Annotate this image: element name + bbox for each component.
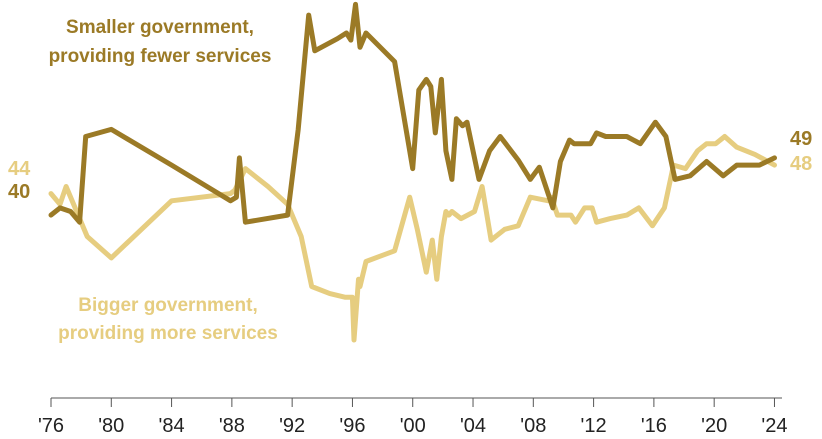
x-tick-label: '12 [581, 415, 607, 437]
series-line-bigger-government [48, 134, 777, 343]
series-label-bigger-line1: Bigger government, [78, 295, 257, 316]
start-value-bigger: 44 [8, 158, 31, 180]
x-tick-label: '96 [339, 415, 365, 437]
x-tick-label: '24 [761, 415, 787, 437]
x-tick-label: '04 [460, 415, 486, 437]
x-tick-label: '20 [701, 415, 727, 437]
x-tick-label: '76 [38, 415, 64, 437]
x-tick-label: '00 [400, 415, 426, 437]
start-value-smaller: 40 [8, 181, 30, 203]
series-label-smaller-line1: Smaller government, [66, 17, 254, 38]
series-lines [48, 1, 777, 343]
end-value-smaller: 49 [790, 128, 812, 150]
end-value-bigger: 48 [790, 153, 812, 175]
series-label-smaller-line2: providing fewer services [49, 46, 272, 67]
x-axis: '76 '80 '84 '88 '92 '96 '00 '04 '08 '12 '16 '20 '24 [38, 397, 788, 437]
series-line-smaller-government [48, 1, 777, 225]
x-tick-label: '88 [219, 415, 245, 437]
series-labels: Smaller government, providing fewer serv… [8, 17, 812, 344]
x-tick-label: '84 [159, 415, 185, 437]
series-label-bigger-line2: providing more services [58, 323, 278, 344]
x-tick-label: '16 [641, 415, 667, 437]
x-tick-label: '92 [279, 415, 305, 437]
x-tick-label: '08 [520, 415, 546, 437]
x-tick-label: '80 [98, 415, 124, 437]
